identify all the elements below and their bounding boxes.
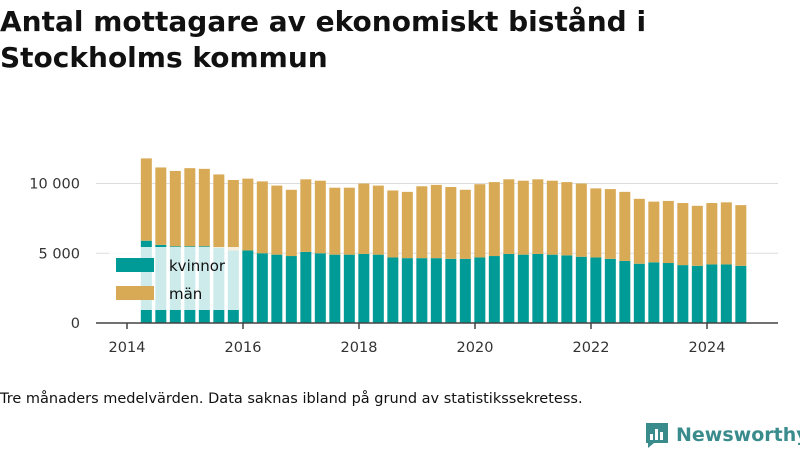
- legend-label-kvinnor: kvinnor: [169, 257, 226, 275]
- bar-män: [169, 170, 181, 247]
- bar-kvinnor: [459, 258, 471, 323]
- bar-kvinnor: [314, 253, 326, 323]
- bar-kvinnor: [532, 253, 544, 323]
- bar-män: [155, 167, 167, 245]
- bar-män: [213, 174, 225, 248]
- bar-män: [445, 186, 457, 259]
- x-tick-label: 2016: [225, 340, 262, 356]
- chart-title: Antal mottagare av ekonomiskt bistånd i …: [0, 5, 647, 74]
- bar-kvinnor: [503, 253, 515, 323]
- bar-män: [285, 189, 297, 257]
- bar-kvinnor: [488, 256, 500, 323]
- bar-kvinnor: [242, 250, 254, 323]
- bar-kvinnor: [590, 257, 602, 323]
- bar-män: [358, 183, 370, 254]
- bar-män: [720, 202, 732, 265]
- bar-män: [140, 158, 152, 241]
- y-tick-label: 0: [71, 316, 80, 332]
- bar-kvinnor: [561, 255, 573, 323]
- legend-label-män: män: [169, 285, 202, 303]
- newsworthy-logo: Newsworthy: [644, 420, 800, 450]
- legend-swatch-män: [116, 286, 154, 300]
- bar-män: [546, 180, 558, 255]
- bar-kvinnor: [271, 254, 283, 323]
- stacked-bar-chart: 0 5 000 10 000 2014 2016 2018 2020 2022 2024 kvi…: [29, 158, 778, 356]
- bar-kvinnor: [691, 265, 703, 323]
- y-tick-label: 5 000: [38, 246, 80, 262]
- bar-kvinnor: [633, 263, 645, 323]
- x-tick-label: 2024: [689, 340, 726, 356]
- bar-män: [735, 205, 747, 266]
- bar-män: [488, 182, 500, 257]
- bar-män: [604, 189, 616, 259]
- bar-kvinnor: [416, 258, 428, 323]
- bar-män: [271, 185, 283, 255]
- bar-män: [517, 180, 529, 255]
- bar-män: [227, 180, 239, 251]
- bar-kvinnor: [648, 262, 660, 323]
- bar-män: [242, 178, 254, 251]
- bar-män: [677, 203, 689, 266]
- bar-män: [503, 179, 515, 254]
- footnote: Tre månaders medelvärden. Data saknas ib…: [0, 391, 583, 407]
- bar-kvinnor: [285, 256, 297, 323]
- bar-kvinnor: [677, 265, 689, 323]
- x-tick-label: 2022: [573, 340, 610, 356]
- legend: kvinnor män: [109, 247, 242, 310]
- bar-män: [706, 203, 718, 265]
- bar-män: [532, 179, 544, 254]
- bar-kvinnor: [430, 258, 442, 323]
- bar-män: [619, 191, 631, 261]
- x-tick-label: 2020: [457, 340, 494, 356]
- bar-kvinnor: [343, 254, 355, 323]
- x-tick-label: 2014: [109, 340, 146, 356]
- bar-kvinnor: [706, 264, 718, 323]
- bar-kvinnor: [387, 257, 399, 323]
- bar-kvinnor: [720, 264, 732, 323]
- bar-män: [198, 168, 210, 247]
- y-tick-label: 10 000: [29, 177, 80, 193]
- bar-män: [575, 183, 587, 257]
- bar-män: [648, 201, 660, 263]
- bar-kvinnor: [735, 265, 747, 323]
- bar-män: [633, 198, 645, 264]
- bar-män: [300, 179, 312, 252]
- bar-män: [387, 190, 399, 258]
- bar-kvinnor: [474, 257, 486, 323]
- bar-kvinnor: [300, 251, 312, 323]
- bar-kvinnor: [662, 263, 674, 323]
- bar-kvinnor: [358, 253, 370, 323]
- bar-män: [314, 180, 326, 254]
- bar-kvinnor: [372, 254, 384, 323]
- bar-kvinnor: [619, 260, 631, 323]
- bar-män: [561, 182, 573, 256]
- bar-män: [416, 186, 428, 259]
- bar-män: [329, 187, 341, 255]
- bar-kvinnor: [517, 254, 529, 323]
- bar-kvinnor: [329, 254, 341, 323]
- bar-kvinnor: [445, 258, 457, 323]
- bar-män: [459, 189, 471, 259]
- bar-män: [372, 185, 384, 255]
- bar-män: [343, 187, 355, 255]
- bar-kvinnor: [604, 258, 616, 323]
- bar-kvinnor: [546, 254, 558, 323]
- bars: [140, 158, 747, 323]
- bar-män: [474, 184, 486, 258]
- bar-män: [691, 205, 703, 266]
- bar-män: [430, 184, 442, 259]
- axes: 0 5 000 10 000 2014 2016 2018 2020 2022 2024: [29, 177, 778, 356]
- bar-chart-speech-bubble-icon: [646, 423, 668, 448]
- brand-name: Newsworthy: [676, 424, 800, 446]
- bar-män: [401, 191, 413, 259]
- bar-kvinnor: [401, 258, 413, 323]
- legend-swatch-kvinnor: [116, 258, 154, 272]
- bar-män: [256, 181, 268, 254]
- bar-män: [184, 168, 196, 247]
- bar-män: [662, 200, 674, 264]
- bar-män: [590, 188, 602, 258]
- bar-kvinnor: [575, 256, 587, 323]
- bar-kvinnor: [256, 253, 268, 323]
- x-tick-label: 2018: [341, 340, 378, 356]
